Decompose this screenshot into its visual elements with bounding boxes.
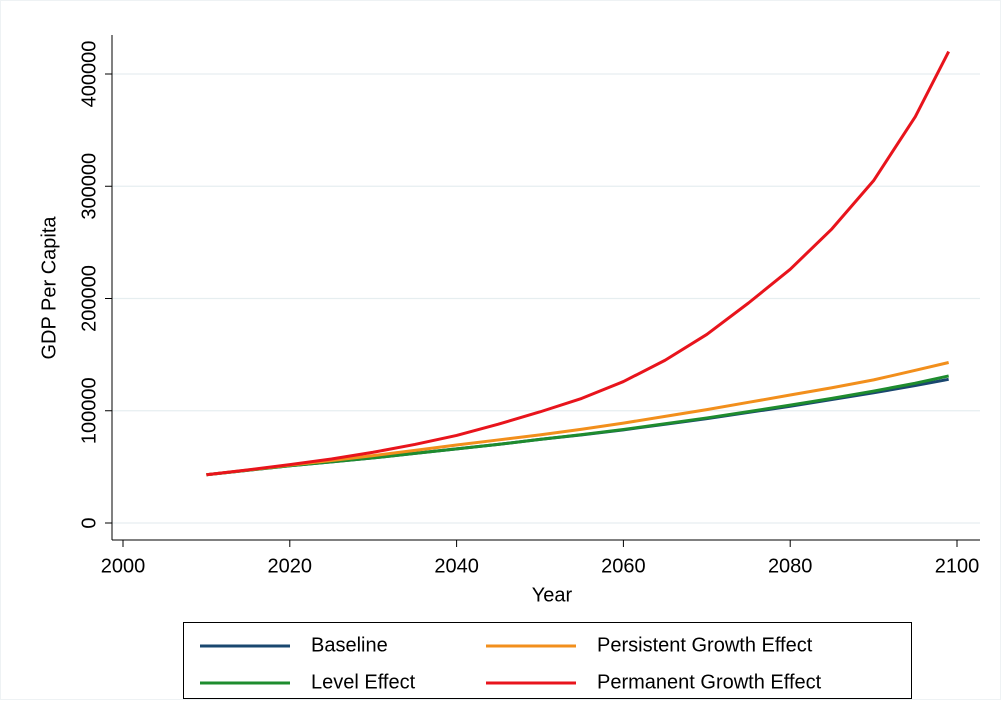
y-axis-title: GDP Per Capita bbox=[38, 216, 60, 360]
y-tick-label: 100000 bbox=[78, 377, 100, 444]
legend-label: Persistent Growth Effect bbox=[597, 634, 813, 656]
series-line bbox=[206, 50, 950, 477]
x-tick-label: 2080 bbox=[768, 555, 813, 577]
x-tick-label: 2000 bbox=[101, 555, 146, 577]
x-tick-label: 2040 bbox=[434, 555, 479, 577]
y-tick-label: 400000 bbox=[78, 41, 100, 108]
x-tick-label: 2060 bbox=[601, 555, 646, 577]
x-tick-label: 2100 bbox=[935, 555, 980, 577]
x-tick-label: 2020 bbox=[268, 555, 313, 577]
y-tick-label: 300000 bbox=[78, 153, 100, 220]
legend-label: Baseline bbox=[311, 634, 388, 656]
y-tick-label: 200000 bbox=[78, 265, 100, 332]
x-axis-title: Year bbox=[532, 584, 573, 606]
legend-label: Permanent Growth Effect bbox=[597, 671, 822, 693]
legend-label: Level Effect bbox=[311, 671, 416, 693]
y-tick-label: 0 bbox=[78, 517, 100, 528]
legend-box bbox=[183, 622, 912, 699]
